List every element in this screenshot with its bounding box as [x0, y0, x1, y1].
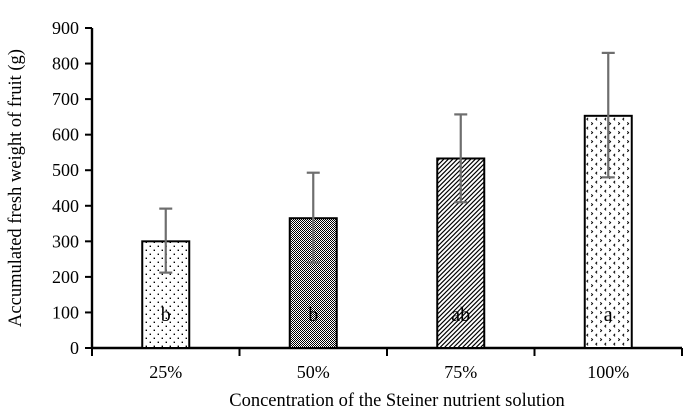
y-tick-label: 500 [52, 160, 79, 180]
x-axis-category-labels: 25% 50% 75% 100% [149, 362, 629, 382]
category-label: 75% [444, 362, 477, 382]
significance-letter: b [161, 304, 171, 326]
y-tick-label: 900 [52, 18, 79, 38]
y-tick-label: 400 [52, 196, 79, 216]
significance-letter: ab [451, 304, 470, 326]
x-axis-title: Concentration of the Steiner nutrient so… [229, 391, 565, 411]
category-label: 50% [297, 362, 330, 382]
y-tick-label: 200 [52, 267, 79, 287]
x-axis-ticks [91, 348, 683, 356]
y-tick-label: 0 [70, 338, 79, 358]
y-tick-label: 100 [52, 302, 79, 322]
bar-50% [288, 217, 338, 349]
y-tick-label: 600 [52, 125, 79, 145]
category-label: 25% [149, 362, 182, 382]
y-axis-tick-labels: 0 100 200 300 400 500 600 700 800 900 [52, 18, 79, 358]
y-tick-label: 300 [52, 231, 79, 251]
y-tick-label: 800 [52, 54, 79, 74]
significance-letters: b b ab a [161, 304, 613, 326]
bars [141, 114, 633, 349]
category-label: 100% [587, 362, 629, 382]
significance-letter: a [604, 304, 613, 326]
y-axis-ticks [85, 27, 92, 349]
y-axis-title: Accumulated fresh weight of fruit (g) [6, 49, 26, 327]
y-tick-label: 700 [52, 89, 79, 109]
error-bars [159, 51, 615, 274]
significance-letter: b [308, 304, 318, 326]
